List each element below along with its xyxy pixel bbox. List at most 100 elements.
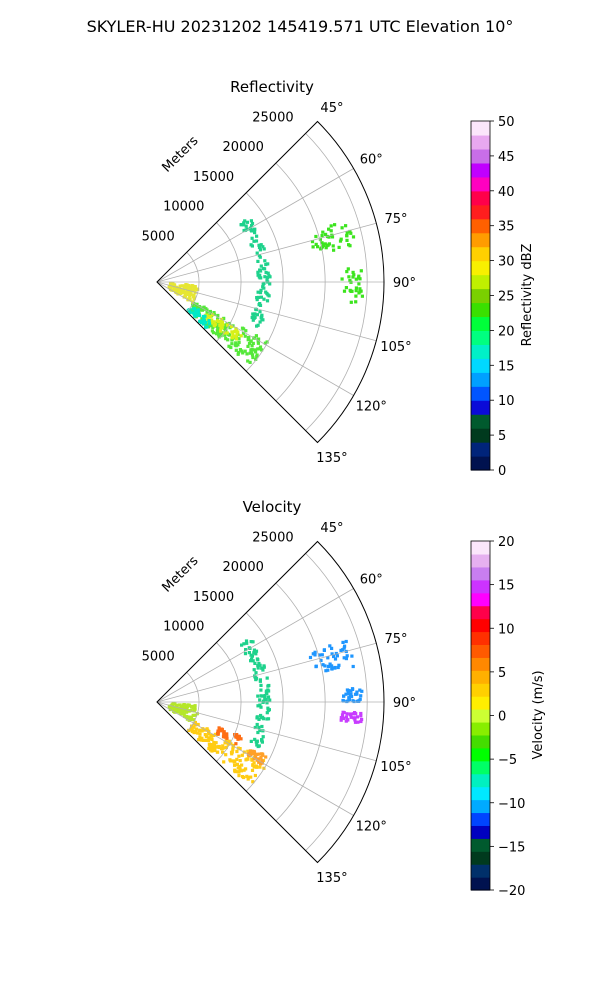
echo-cell [257, 757, 261, 761]
echo-cell [264, 755, 268, 759]
echo-cell [359, 711, 363, 716]
echo-cell [212, 747, 217, 751]
echo-cell [339, 648, 343, 652]
echo-cell [330, 646, 334, 650]
echo-cell [264, 270, 268, 275]
echo-cell [172, 286, 177, 290]
echo-cell [229, 324, 234, 329]
echo-cell [258, 703, 262, 707]
echo-cell [240, 643, 244, 647]
colorbar-tick-label: −20 [498, 884, 525, 899]
colorbar-block [471, 330, 490, 345]
echo-cell [360, 294, 364, 298]
echo-cell [345, 231, 349, 235]
velocity-colorbar-blocks [471, 541, 490, 891]
echo-cell [172, 288, 176, 292]
echo-cell [245, 227, 249, 231]
echo-cell [198, 735, 202, 740]
echo-cell [234, 735, 238, 739]
echo-cell [260, 724, 264, 729]
echo-cell [311, 245, 315, 249]
sector-frame [156, 120, 385, 444]
echo-cell [330, 652, 334, 656]
echo-cell [268, 282, 272, 286]
echo-cell [181, 704, 185, 708]
colorbar-tick-label: −15 [498, 840, 525, 855]
echo-cell [207, 319, 211, 323]
echo-cell [236, 737, 240, 741]
echo-cell [185, 705, 189, 709]
echo-cell [249, 659, 253, 663]
echo-cell [193, 285, 197, 289]
echo-cell [345, 699, 349, 704]
echo-cell [251, 318, 255, 322]
echo-cell [319, 658, 323, 663]
echo-cell [237, 774, 241, 778]
grid-spoke [156, 281, 354, 396]
echo-cell [258, 255, 262, 259]
echo-cell [254, 308, 258, 312]
echo-cell [247, 341, 252, 346]
echo-cell [266, 271, 270, 275]
echo-cell [231, 336, 235, 340]
colorbar-block [471, 566, 490, 581]
echo-cell [349, 715, 353, 719]
grid-spoke [156, 701, 377, 762]
colorbar-tick-label: 30 [498, 255, 515, 270]
echo-cell [237, 770, 241, 774]
colorbar-block [471, 358, 490, 373]
echo-cell [247, 646, 251, 650]
echo-cell [210, 329, 214, 333]
reflectivity-radial-ticks: 5000 10000 15000 20000 25000 [142, 110, 294, 244]
echo-cell [241, 331, 246, 336]
echo-cell [224, 753, 228, 757]
colorbar-block [471, 760, 490, 775]
echo-cell [244, 329, 248, 333]
echo-cell [215, 329, 219, 333]
echo-cell [345, 234, 349, 238]
echo-cell [264, 290, 268, 294]
echo-cell [255, 313, 259, 317]
echo-cell [238, 759, 242, 763]
echo-cell [235, 733, 239, 737]
echo-cell [258, 678, 262, 682]
echo-cell [222, 732, 226, 736]
echo-cell [201, 319, 205, 323]
echo-cell [225, 736, 229, 740]
echo-cell [240, 753, 244, 757]
echo-cell [252, 749, 256, 754]
colorbar-tick-label: 15 [498, 359, 515, 374]
echo-cell [250, 749, 254, 753]
echo-cell [359, 719, 363, 724]
echo-cell [256, 347, 260, 351]
echo-cell [193, 707, 197, 711]
echo-cell [262, 286, 266, 290]
echo-cell [348, 229, 352, 234]
echo-cell [346, 688, 350, 693]
echo-cell [211, 747, 215, 751]
echo-cell [212, 311, 216, 315]
radial-tick-label: 20000 [223, 140, 264, 155]
echo-cell [208, 315, 212, 319]
echo-cell [241, 223, 246, 227]
echo-cell [339, 718, 343, 722]
echo-cell [260, 313, 264, 317]
echo-cell [354, 277, 358, 281]
echo-cell [321, 663, 325, 667]
echo-cell [356, 720, 360, 724]
echo-cell [333, 657, 338, 661]
echo-cell [342, 656, 346, 660]
colorbar-block [471, 773, 490, 788]
echo-cell [250, 315, 254, 320]
echo-cell [253, 725, 257, 730]
velocity-radial-ticks: 5000 10000 15000 20000 25000 [142, 530, 294, 664]
colorbar-block [471, 316, 490, 331]
echo-cell [207, 742, 211, 746]
echo-cell [181, 709, 185, 713]
echo-cell [250, 224, 254, 228]
echo-cell [265, 711, 269, 715]
echo-cell [200, 317, 204, 321]
echo-cell [257, 717, 261, 721]
echo-cell [199, 308, 203, 312]
echo-cell [254, 671, 258, 675]
